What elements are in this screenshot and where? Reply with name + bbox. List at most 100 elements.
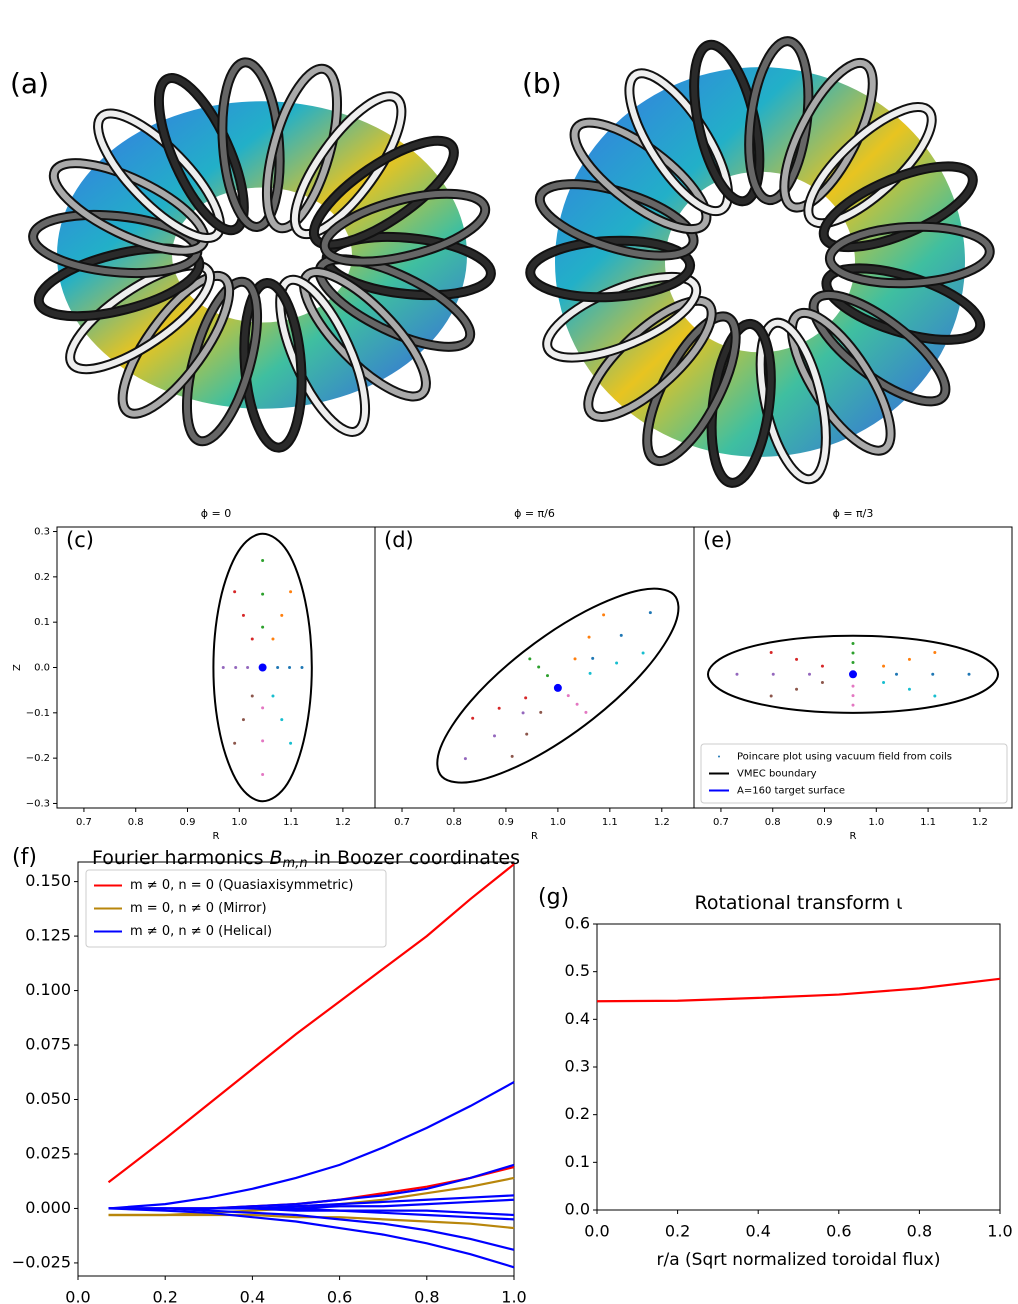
chart-title: ϕ = 0 bbox=[201, 507, 231, 520]
data-point bbox=[233, 741, 237, 745]
data-point bbox=[566, 694, 570, 698]
x-axis-label: r/a (Sqrt normalized toroidal flux) bbox=[657, 1250, 941, 1270]
coil bbox=[67, 262, 214, 373]
y-tick-label: 0.0 bbox=[34, 663, 50, 674]
boundary-line bbox=[436, 587, 680, 784]
coil bbox=[300, 268, 429, 400]
data-line bbox=[108, 1081, 515, 1210]
data-point bbox=[769, 651, 773, 655]
x-axis-label: R bbox=[213, 831, 220, 842]
y-tick-label: 0.1 bbox=[565, 1152, 590, 1171]
data-point bbox=[615, 661, 619, 665]
data-point bbox=[851, 661, 855, 665]
x-tick-label: 0.9 bbox=[817, 817, 833, 828]
coil bbox=[119, 272, 233, 417]
y-tick-label: −0.3 bbox=[26, 798, 50, 809]
y-tick-label: 0.3 bbox=[34, 527, 50, 538]
data-point bbox=[510, 754, 514, 758]
y-tick-label: 0.150 bbox=[25, 871, 71, 890]
data-point bbox=[276, 666, 280, 669]
axes-frame bbox=[596, 923, 1001, 1211]
x-tick-label: 0.0 bbox=[65, 1288, 90, 1304]
coil bbox=[291, 93, 405, 238]
y-tick-label: 0.0 bbox=[565, 1200, 590, 1219]
data-point bbox=[851, 651, 855, 655]
data-point bbox=[895, 672, 899, 676]
x-axis-label: R bbox=[531, 831, 538, 842]
y-tick-label: 0.125 bbox=[25, 926, 71, 945]
chart-title-symbol: B bbox=[270, 847, 283, 869]
x-tick-label: 1.2 bbox=[972, 817, 988, 828]
legend-label: Poincare plot using vacuum field from co… bbox=[737, 752, 952, 763]
x-tick-label: 0.8 bbox=[414, 1288, 439, 1304]
data-point bbox=[471, 716, 475, 720]
x-tick-label: 0.7 bbox=[394, 817, 410, 828]
data-point bbox=[967, 672, 971, 676]
data-point bbox=[575, 702, 579, 706]
x-tick-label: 0.6 bbox=[826, 1222, 851, 1241]
data-point bbox=[619, 633, 623, 637]
data-point bbox=[258, 663, 267, 672]
data-point bbox=[241, 718, 245, 722]
data-point bbox=[261, 739, 265, 743]
y-tick-label: 0.100 bbox=[25, 980, 71, 999]
coil bbox=[585, 297, 715, 420]
data-point bbox=[602, 613, 606, 617]
y-tick-label: 0.025 bbox=[25, 1143, 71, 1162]
x-tick-label: 0.7 bbox=[76, 817, 92, 828]
torus-render bbox=[28, 57, 496, 453]
coil bbox=[263, 65, 341, 232]
data-point bbox=[497, 706, 501, 710]
data-point bbox=[553, 683, 562, 692]
x-tick-label: 1.1 bbox=[602, 817, 618, 828]
boundary-line bbox=[706, 634, 1000, 714]
data-point bbox=[521, 711, 525, 715]
data-point bbox=[537, 665, 541, 669]
data-point bbox=[280, 613, 284, 617]
data-point bbox=[795, 687, 799, 691]
data-point bbox=[241, 613, 245, 617]
data-point bbox=[851, 641, 855, 645]
data-point bbox=[573, 657, 577, 661]
legend-label: m ≠ 0, n = 0 (Quasiaxisymmetric) bbox=[130, 878, 353, 893]
data-point bbox=[539, 710, 543, 714]
y-tick-label: 0.3 bbox=[565, 1057, 590, 1076]
data-point bbox=[261, 772, 265, 776]
coil bbox=[820, 163, 976, 251]
coil bbox=[95, 110, 224, 242]
data-point bbox=[261, 706, 265, 710]
coil bbox=[805, 104, 935, 227]
y-tick-label: 0.075 bbox=[25, 1035, 71, 1054]
data-point bbox=[545, 674, 549, 678]
coil bbox=[183, 278, 261, 445]
data-point bbox=[931, 672, 935, 676]
x-tick-label: 0.4 bbox=[240, 1288, 265, 1304]
y-axis-label: Z bbox=[12, 664, 23, 671]
data-line bbox=[108, 1207, 515, 1269]
x-tick-label: 0.8 bbox=[907, 1222, 932, 1241]
torus-render bbox=[525, 36, 995, 488]
y-tick-label: 0.6 bbox=[565, 914, 590, 933]
data-point bbox=[907, 687, 911, 691]
data-point bbox=[851, 684, 855, 688]
data-point bbox=[882, 664, 886, 668]
data-point bbox=[280, 718, 284, 722]
x-tick-label: 0.8 bbox=[446, 817, 462, 828]
data-point bbox=[820, 680, 824, 684]
data-point bbox=[233, 590, 237, 594]
y-tick-label: −0.025 bbox=[12, 1252, 71, 1271]
legend-marker bbox=[718, 755, 720, 758]
x-tick-label: 1.0 bbox=[987, 1222, 1012, 1241]
data-point bbox=[300, 666, 304, 669]
data-point bbox=[271, 637, 275, 641]
data-point bbox=[587, 635, 591, 639]
panel-label: (e) bbox=[703, 528, 732, 552]
chart-title: ϕ = π/3 bbox=[833, 507, 874, 520]
data-point bbox=[463, 757, 467, 761]
x-tick-label: 1.1 bbox=[283, 817, 299, 828]
boundary-line bbox=[212, 532, 313, 803]
y-tick-label: −0.2 bbox=[26, 753, 50, 764]
data-point bbox=[261, 592, 265, 596]
y-tick-label: 0.000 bbox=[25, 1198, 71, 1217]
